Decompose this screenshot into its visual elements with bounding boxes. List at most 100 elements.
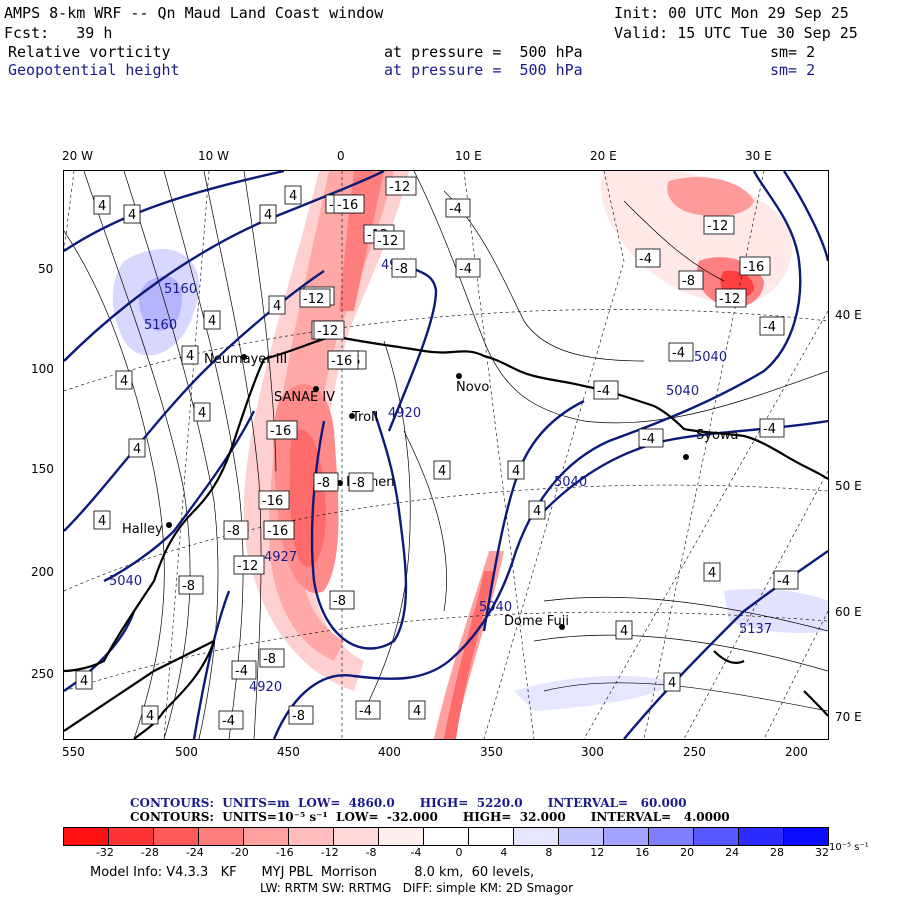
weather-map: Neumayer III SANAE IV Troll Halley Novo …: [63, 170, 829, 740]
svg-text:-4: -4: [763, 320, 776, 335]
colorbar-swatch: [694, 828, 739, 845]
colorbar-swatch: [334, 828, 379, 845]
vort-label-box: 4: [703, 562, 721, 582]
vort-label-box: -12: [313, 320, 345, 340]
colorbar-label: 16: [635, 846, 650, 859]
colorbar-label: -20: [230, 846, 249, 859]
vort-label-box: 4: [433, 460, 451, 480]
vort-label-box: -16: [266, 420, 298, 440]
y-label: 250: [31, 667, 54, 681]
vort-label-box: 4: [663, 672, 681, 692]
svg-text:4: 4: [413, 704, 421, 719]
forecast-hour: Fcst: 39 h: [4, 24, 113, 42]
x-label: 550: [62, 745, 85, 759]
colorbar-swatch: [649, 828, 694, 845]
svg-text:4: 4: [289, 189, 297, 204]
svg-text:4: 4: [80, 674, 88, 689]
svg-text:4: 4: [133, 442, 141, 457]
y-label: 150: [31, 462, 54, 476]
svg-text:-12: -12: [317, 324, 338, 339]
height-labels: 4920 4920 5160 5160 5040 5040 5040 5040 …: [109, 258, 772, 695]
svg-text:-16: -16: [331, 354, 352, 369]
negative-vorticity-shading: [243, 171, 793, 739]
vort-label-box: -4: [455, 258, 481, 278]
svg-text:-16: -16: [743, 260, 764, 275]
colorbar-swatch: [604, 828, 649, 845]
vort-label-box: -16: [263, 520, 295, 540]
svg-text:-12: -12: [719, 292, 740, 307]
colorbar-label: 20: [680, 846, 695, 859]
x-label: 450: [277, 745, 300, 759]
colorbar-label: 32: [815, 846, 829, 859]
colorbar-label: -28: [140, 846, 159, 859]
vort-label-box: -16: [327, 350, 359, 370]
x-label: 400: [378, 745, 401, 759]
x-label: 300: [581, 745, 604, 759]
vort-label-box: -16: [739, 256, 771, 276]
height-label: 4920: [249, 680, 282, 695]
vort-label-box: -12: [385, 176, 417, 196]
colorbar-swatch: [199, 828, 244, 845]
colorbar-label: 12: [590, 846, 605, 859]
svg-text:-8: -8: [182, 579, 195, 594]
svg-text:4: 4: [98, 199, 106, 214]
svg-text:4: 4: [120, 374, 128, 389]
svg-text:-8: -8: [317, 476, 330, 491]
svg-text:-4: -4: [642, 432, 655, 447]
svg-text:4: 4: [264, 208, 272, 223]
colorbar-labels: -32 -28 -24 -20 -16 -12 -8 -4 0 4 8 12 16 20 24 28 32: [63, 846, 829, 860]
vort-label-box: 4: [193, 402, 211, 422]
vort-label-box: 4: [128, 438, 146, 458]
map-canvas: Neumayer III SANAE IV Troll Halley Novo …: [64, 171, 828, 739]
svg-text:-12: -12: [707, 219, 728, 234]
vort-label-box: 4: [507, 460, 525, 480]
colorbar-label: -24: [185, 846, 204, 859]
vort-label-box: 4: [284, 185, 302, 205]
vort-label-box: 4: [141, 705, 159, 725]
svg-text:-4: -4: [449, 202, 462, 217]
svg-text:4: 4: [146, 709, 154, 724]
vort-label-box: -4: [231, 660, 257, 680]
field2-name: Geopotential height: [8, 61, 180, 79]
colorbar-swatch: [739, 828, 784, 845]
svg-text:-4: -4: [639, 252, 652, 267]
colorbar-label: -8: [365, 846, 377, 859]
svg-text:4: 4: [186, 349, 194, 364]
svg-text:4: 4: [273, 299, 281, 314]
vort-label-box: -4: [773, 570, 799, 590]
svg-text:-12: -12: [389, 180, 410, 195]
x-label: 200: [785, 745, 808, 759]
vorticity-contours: [64, 171, 828, 739]
station-markers: [166, 354, 689, 630]
vort-label-box: -16: [333, 194, 365, 214]
vort-label-box: -12: [233, 555, 265, 575]
svg-text:4: 4: [708, 566, 716, 581]
vort-label-box: -8: [678, 270, 704, 290]
lon-label: 30 E: [745, 149, 772, 163]
vort-label-box: -12: [715, 288, 747, 308]
svg-text:-12: -12: [303, 292, 324, 307]
height-contour-info: CONTOURS: UNITS=m LOW= 4860.0 HIGH= 5220…: [130, 796, 687, 810]
vorticity-contour-info: CONTOURS: UNITS=10⁻⁵ s⁻¹ LOW= -32.000 HI…: [130, 810, 730, 824]
vort-label-box: -4: [635, 248, 661, 268]
vort-label-box: -4: [218, 710, 244, 730]
svg-text:-4: -4: [672, 346, 685, 361]
svg-text:4: 4: [533, 504, 541, 519]
place-label: Troll: [351, 410, 378, 425]
colorbar-swatch: [64, 828, 109, 845]
vort-label-box: -16: [258, 490, 290, 510]
svg-text:-8: -8: [227, 524, 240, 539]
place-label: SANAE IV: [274, 390, 335, 405]
vort-label-box: -12: [703, 215, 735, 235]
vort-label-box: -8: [329, 590, 355, 610]
lon-label: 20 W: [62, 149, 93, 163]
colorbar-label: -16: [275, 846, 294, 859]
valid-time: Valid: 15 UTC Tue 30 Sep 25: [614, 24, 858, 42]
vort-label-box: -8: [223, 520, 249, 540]
vorticity-labels: 4 4 4 4 4 4 4 4 4 4 4 4 4 4 4 4 4 4 4 4 …: [75, 176, 799, 730]
x-label: 350: [480, 745, 503, 759]
vort-label-box: 4: [203, 310, 221, 330]
height-label: 4927: [264, 550, 297, 565]
field1-level: at pressure = 500 hPa: [384, 43, 583, 61]
height-label: 4920: [388, 406, 421, 421]
